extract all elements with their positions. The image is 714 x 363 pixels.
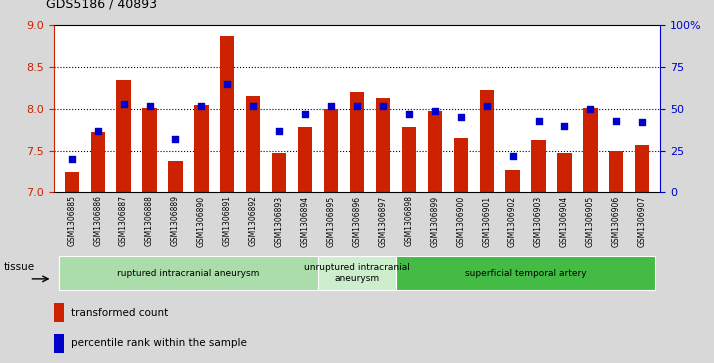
Text: unruptured intracranial
aneurysm: unruptured intracranial aneurysm — [304, 264, 410, 283]
Text: GSM1306890: GSM1306890 — [197, 195, 206, 246]
Point — [273, 128, 285, 134]
Point — [248, 103, 259, 109]
Bar — [54, 334, 64, 352]
Point — [455, 114, 466, 120]
Text: GSM1306905: GSM1306905 — [586, 195, 595, 247]
Point — [585, 106, 596, 112]
Bar — [272, 153, 286, 192]
Point — [170, 136, 181, 142]
Point — [610, 118, 622, 123]
Bar — [54, 303, 64, 322]
Bar — [324, 109, 338, 192]
Bar — [376, 98, 390, 192]
Text: GSM1306887: GSM1306887 — [119, 195, 128, 246]
Point — [326, 103, 337, 109]
Text: GSM1306896: GSM1306896 — [353, 195, 361, 246]
Point — [429, 108, 441, 114]
Point — [221, 81, 233, 87]
Bar — [116, 79, 131, 192]
Bar — [64, 171, 79, 192]
Point — [92, 128, 104, 134]
Point — [403, 111, 415, 117]
Bar — [142, 108, 156, 192]
Bar — [635, 145, 650, 192]
Bar — [453, 138, 468, 192]
Text: GSM1306897: GSM1306897 — [378, 195, 388, 246]
Point — [533, 118, 544, 123]
Point — [559, 123, 570, 129]
Point — [377, 103, 388, 109]
Text: GSM1306892: GSM1306892 — [248, 195, 258, 246]
Text: transformed count: transformed count — [71, 307, 168, 318]
Bar — [59, 256, 318, 290]
Bar — [246, 96, 261, 192]
Text: GSM1306899: GSM1306899 — [431, 195, 439, 246]
Point — [118, 101, 129, 107]
Text: superficial temporal artery: superficial temporal artery — [465, 269, 586, 278]
Text: GSM1306901: GSM1306901 — [482, 195, 491, 246]
Bar — [318, 256, 396, 290]
Bar — [480, 90, 494, 192]
Point — [196, 103, 207, 109]
Text: GSM1306903: GSM1306903 — [534, 195, 543, 247]
Text: GSM1306895: GSM1306895 — [326, 195, 336, 246]
Bar — [583, 108, 598, 192]
Text: GSM1306902: GSM1306902 — [508, 195, 517, 246]
Bar — [609, 151, 623, 192]
Bar — [298, 127, 312, 192]
Point — [481, 103, 493, 109]
Text: GSM1306888: GSM1306888 — [145, 195, 154, 246]
Text: GSM1306889: GSM1306889 — [171, 195, 180, 246]
Bar — [169, 161, 183, 192]
Text: GSM1306900: GSM1306900 — [456, 195, 466, 247]
Text: GSM1306885: GSM1306885 — [67, 195, 76, 246]
Text: GSM1306898: GSM1306898 — [404, 195, 413, 246]
Bar — [428, 111, 442, 192]
Text: tissue: tissue — [4, 262, 35, 273]
Text: GSM1306893: GSM1306893 — [275, 195, 283, 246]
Text: GSM1306886: GSM1306886 — [93, 195, 102, 246]
Point — [66, 156, 77, 162]
Bar — [91, 132, 105, 192]
Bar — [220, 36, 234, 192]
Text: GSM1306906: GSM1306906 — [612, 195, 621, 247]
Bar — [350, 92, 364, 192]
Bar — [402, 127, 416, 192]
Bar — [506, 170, 520, 192]
Text: GSM1306904: GSM1306904 — [560, 195, 569, 247]
Text: GDS5186 / 40893: GDS5186 / 40893 — [46, 0, 157, 11]
Point — [144, 103, 155, 109]
Bar — [558, 153, 572, 192]
Text: ruptured intracranial aneurysm: ruptured intracranial aneurysm — [117, 269, 260, 278]
Point — [507, 153, 518, 159]
Bar — [194, 105, 208, 192]
Point — [637, 119, 648, 125]
Text: GSM1306907: GSM1306907 — [638, 195, 647, 247]
Text: GSM1306891: GSM1306891 — [223, 195, 232, 246]
Bar — [396, 256, 655, 290]
Point — [299, 111, 311, 117]
Text: percentile rank within the sample: percentile rank within the sample — [71, 338, 246, 348]
Text: GSM1306894: GSM1306894 — [301, 195, 310, 246]
Point — [351, 103, 363, 109]
Bar — [531, 140, 545, 192]
